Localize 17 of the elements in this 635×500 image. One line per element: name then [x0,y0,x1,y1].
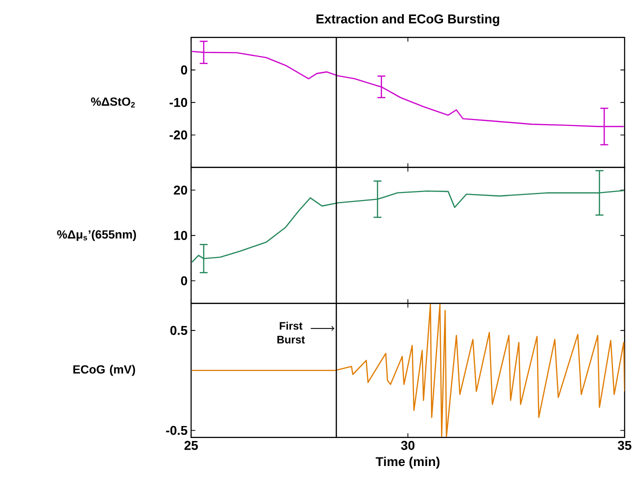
y-axis-title: %Δμ$_{s}$’(655nm) [57,230,136,241]
y-tick-label: 0.5 [170,326,188,335]
y-tick-label: 20 [174,185,188,194]
y-tick-label: -10 [170,98,188,107]
annotation: First Burst [277,322,305,344]
chart-title: Extraction and ECoG Bursting [316,14,500,26]
y-tick-label: -0.5 [166,426,188,435]
y-tick-label: 0 [181,276,188,286]
x-tick-label: 35 [618,440,632,450]
x-axis-title: Time (min) [376,456,440,468]
y-axis-title: ECoG (mV) [73,364,136,376]
y-axis-title: %ΔStO$_{2}$ [91,97,135,108]
y-tick-label: -20 [170,130,188,140]
y-tick-label: 10 [174,230,188,240]
x-tick-label: 25 [184,440,198,450]
y-tick-label: 0 [181,65,188,74]
x-tick-label: 30 [401,440,414,450]
